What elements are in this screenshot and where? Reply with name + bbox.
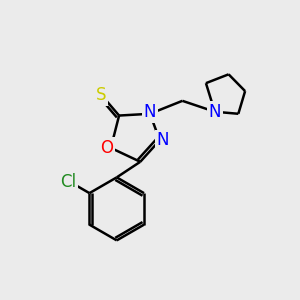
Text: N: N [144,103,156,121]
Text: O: O [100,139,113,157]
Text: N: N [208,103,221,121]
Text: Cl: Cl [60,173,76,191]
Text: S: S [96,86,107,104]
Text: N: N [156,131,169,149]
